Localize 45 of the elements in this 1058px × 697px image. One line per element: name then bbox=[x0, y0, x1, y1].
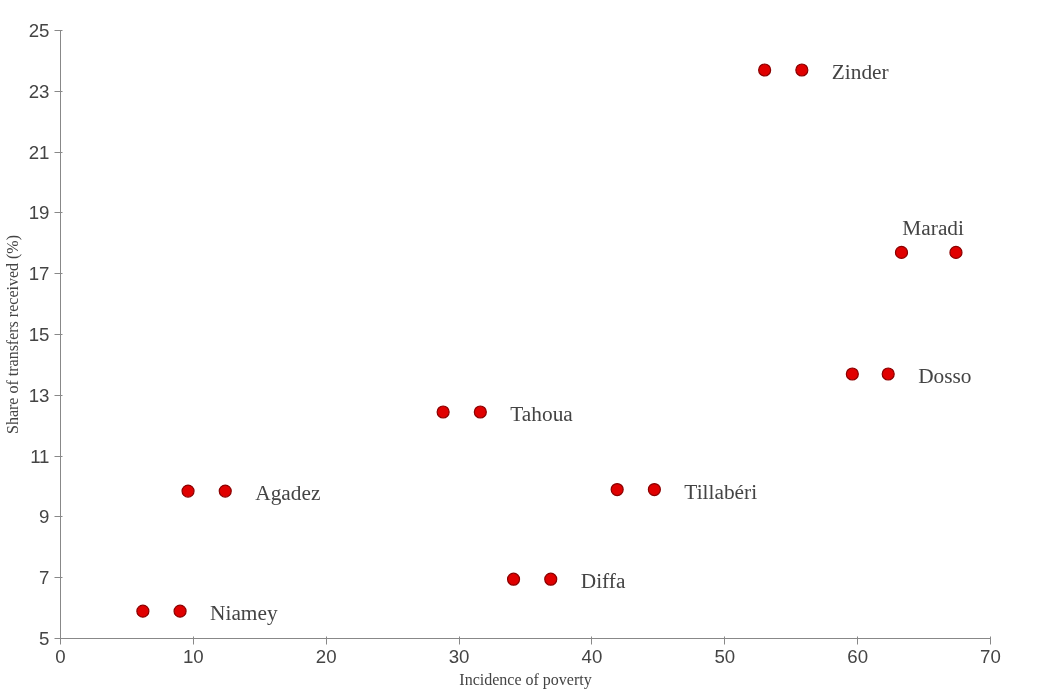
x-tick-label: 60 bbox=[847, 645, 869, 667]
x-tick-label: 10 bbox=[182, 645, 204, 667]
annotation: Tahoua bbox=[510, 402, 574, 427]
y-tick-label: 13 bbox=[28, 384, 50, 406]
annotation: Tillabéri bbox=[684, 479, 758, 504]
point bbox=[647, 482, 661, 497]
point bbox=[610, 482, 624, 497]
x-tick-label: 30 bbox=[448, 645, 470, 667]
point bbox=[758, 63, 772, 77]
x-tick-label: 40 bbox=[581, 645, 603, 667]
annotation: Niamey bbox=[210, 601, 278, 626]
point bbox=[894, 245, 909, 260]
x-tick-label: 70 bbox=[980, 645, 1001, 667]
y-tick-label: 11 bbox=[30, 445, 50, 467]
x-tick-label: 20 bbox=[315, 645, 337, 667]
point bbox=[949, 245, 963, 260]
annotation: Maradi bbox=[902, 216, 965, 241]
y-tick-label: 17 bbox=[28, 263, 50, 285]
y-tick-label: 23 bbox=[28, 80, 50, 102]
point bbox=[473, 405, 487, 419]
y-tick-label: 7 bbox=[39, 567, 50, 589]
y-tick-label: 9 bbox=[39, 506, 50, 528]
point bbox=[881, 367, 895, 381]
point bbox=[506, 572, 521, 586]
point bbox=[795, 63, 809, 77]
point bbox=[181, 484, 195, 498]
point bbox=[845, 367, 859, 381]
y-tick-label: 25 bbox=[28, 20, 50, 41]
y-axis-title: Share of transfers received (%) bbox=[3, 234, 22, 434]
x-axis-title: Incidence of poverty bbox=[459, 670, 592, 689]
annotation: Zinder bbox=[831, 60, 889, 85]
x-tick-label: 0 bbox=[55, 645, 66, 667]
point bbox=[544, 572, 558, 586]
y-tick-label: 15 bbox=[28, 324, 50, 345]
point bbox=[173, 604, 187, 618]
y-tick-label: 5 bbox=[39, 628, 50, 649]
y-tick-label: 21 bbox=[28, 141, 50, 163]
point bbox=[436, 405, 450, 419]
point bbox=[136, 604, 150, 618]
x-tick-label: 50 bbox=[714, 645, 736, 667]
y-tick-label: 19 bbox=[28, 202, 50, 224]
annotation: Dosso bbox=[918, 364, 972, 389]
annotation: Diffa bbox=[580, 569, 626, 594]
point bbox=[218, 484, 232, 498]
annotation: Agadez bbox=[255, 481, 321, 506]
